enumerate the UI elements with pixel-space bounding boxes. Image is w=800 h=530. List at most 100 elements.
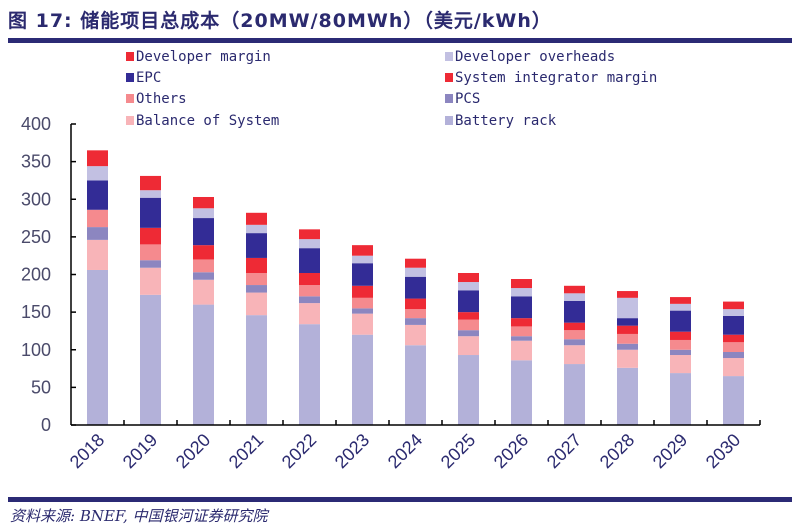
bar-stack-2027 [564, 285, 585, 425]
bar-segment-others [617, 333, 638, 344]
legend-swatch [445, 116, 453, 125]
bar-segment-epc [564, 300, 585, 323]
bar-segment-developer-overheads [458, 282, 479, 291]
legend-label: Battery rack [455, 113, 557, 129]
bar-segment-system-integrator-margin [299, 272, 320, 286]
bar-segment-developer-margin [299, 229, 320, 240]
bar-segment-pcs [617, 343, 638, 350]
legend-swatch [445, 73, 453, 82]
bar-stack-2021 [246, 212, 267, 425]
x-tick-label: 2030 [702, 430, 744, 472]
bar-segment-pcs [193, 272, 214, 280]
legend-label: System integrator margin [455, 70, 657, 86]
legend-label: Balance of System [136, 113, 279, 129]
x-tick-label: 2019 [119, 430, 161, 472]
bar-segment-developer-margin [617, 291, 638, 298]
bar-segment-balance-of-system [140, 267, 161, 295]
bar-segment-pcs [352, 308, 373, 314]
legend-swatch [126, 116, 134, 125]
bar-segment-balance-of-system [299, 303, 320, 325]
bar-segment-epc [87, 180, 108, 210]
legend-swatch [126, 52, 134, 61]
bar-segment-developer-margin [670, 297, 691, 304]
bar-segment-battery-rack [458, 355, 479, 425]
legend-item-balance-of-system: Balance of System [126, 113, 279, 129]
bar-segment-pcs [246, 285, 267, 293]
legend-item-developer-overheads: Developer overheads [445, 49, 615, 65]
x-tick-label: 2025 [437, 430, 479, 472]
bar-segment-battery-rack [246, 315, 267, 425]
bar-segment-developer-overheads [87, 166, 108, 181]
bar-segment-others [511, 326, 532, 337]
bar-segment-pcs [458, 330, 479, 337]
bar-segment-system-integrator-margin [670, 331, 691, 340]
bar-segment-developer-overheads [140, 190, 161, 198]
bar-segment-balance-of-system [87, 239, 108, 270]
bar-segment-system-integrator-margin [723, 334, 744, 343]
x-tick-label: 2021 [225, 430, 267, 472]
bar-segment-balance-of-system [193, 279, 214, 305]
legend-item-pcs: PCS [445, 91, 480, 107]
y-tick-label: 250 [21, 227, 51, 247]
bar-segment-pcs [405, 318, 426, 325]
bar-segment-developer-margin [458, 272, 479, 283]
x-tick-label: 2018 [66, 430, 108, 472]
bar-segment-epc [458, 290, 479, 313]
bar-stack-2025 [458, 272, 479, 425]
source-note: 资料来源: BNEF, 中国银河证券研究院 [10, 507, 268, 525]
bar-segment-pcs [723, 352, 744, 359]
legend-item-battery-rack: Battery rack [445, 113, 557, 129]
bar-stack-2018 [87, 150, 108, 425]
bar-segment-epc [299, 248, 320, 273]
bar-segment-developer-overheads [193, 208, 214, 219]
legend-label: Developer overheads [455, 49, 615, 65]
x-tick-label: 2020 [172, 430, 214, 472]
y-tick-label: 100 [21, 340, 51, 360]
bar-segment-battery-rack [617, 367, 638, 425]
bar-stack-2029 [670, 297, 691, 425]
bar-stack-2019 [140, 175, 161, 425]
bar-segment-developer-margin [87, 150, 108, 167]
legend-item-system-integrator-margin: System integrator margin [445, 70, 657, 86]
bar-segment-balance-of-system [670, 355, 691, 374]
legend-label: EPC [136, 70, 161, 86]
bar-segment-balance-of-system [564, 345, 585, 365]
bar-segment-others [246, 272, 267, 286]
bar-segment-system-integrator-margin [352, 285, 373, 298]
bar-segment-developer-overheads [617, 297, 638, 319]
bar-stack-2024 [405, 258, 426, 425]
axes: 0 50 100 150 200 250 300 350 400 2018 2019 2020 2021… [21, 114, 761, 472]
bar-segment-developer-margin [511, 279, 532, 289]
bar-segment-epc [723, 315, 744, 335]
legend-swatch [445, 94, 453, 103]
x-tick-label: 2026 [490, 430, 532, 472]
bar-segment-developer-margin [723, 301, 744, 310]
y-tick-label: 200 [21, 265, 51, 285]
bar-segment-others [87, 209, 108, 228]
bar-segment-others [352, 297, 373, 309]
bar-segment-balance-of-system [617, 349, 638, 368]
bar-segment-developer-overheads [246, 224, 267, 234]
bar-segment-battery-rack [405, 345, 426, 425]
bar-segment-battery-rack [87, 269, 108, 425]
bar-segment-battery-rack [511, 360, 532, 425]
x-tick-label: 2027 [543, 430, 585, 472]
bar-segment-battery-rack [670, 373, 691, 425]
legend-swatch [445, 52, 453, 61]
bar-segment-system-integrator-margin [511, 318, 532, 327]
bar-segment-battery-rack [352, 334, 373, 425]
bar-segment-others [299, 285, 320, 297]
legend-item-developer-margin: Developer margin [126, 49, 271, 65]
y-tick-label: 0 [41, 415, 51, 435]
bar-segment-battery-rack [193, 304, 214, 425]
bar-segment-others [670, 339, 691, 350]
x-tick-label: 2028 [596, 430, 638, 472]
bar-segment-developer-overheads [670, 303, 691, 311]
chart-title: 图 17: 储能项目总成本（20MW/80MWh）（美元/kWh） [8, 10, 552, 32]
x-tick-label: 2022 [278, 430, 320, 472]
bar-segment-developer-margin [193, 196, 214, 209]
bar-segment-battery-rack [564, 364, 585, 425]
bar-segment-pcs [87, 227, 108, 240]
bar-segment-battery-rack [299, 324, 320, 425]
bar-segment-balance-of-system [246, 292, 267, 316]
